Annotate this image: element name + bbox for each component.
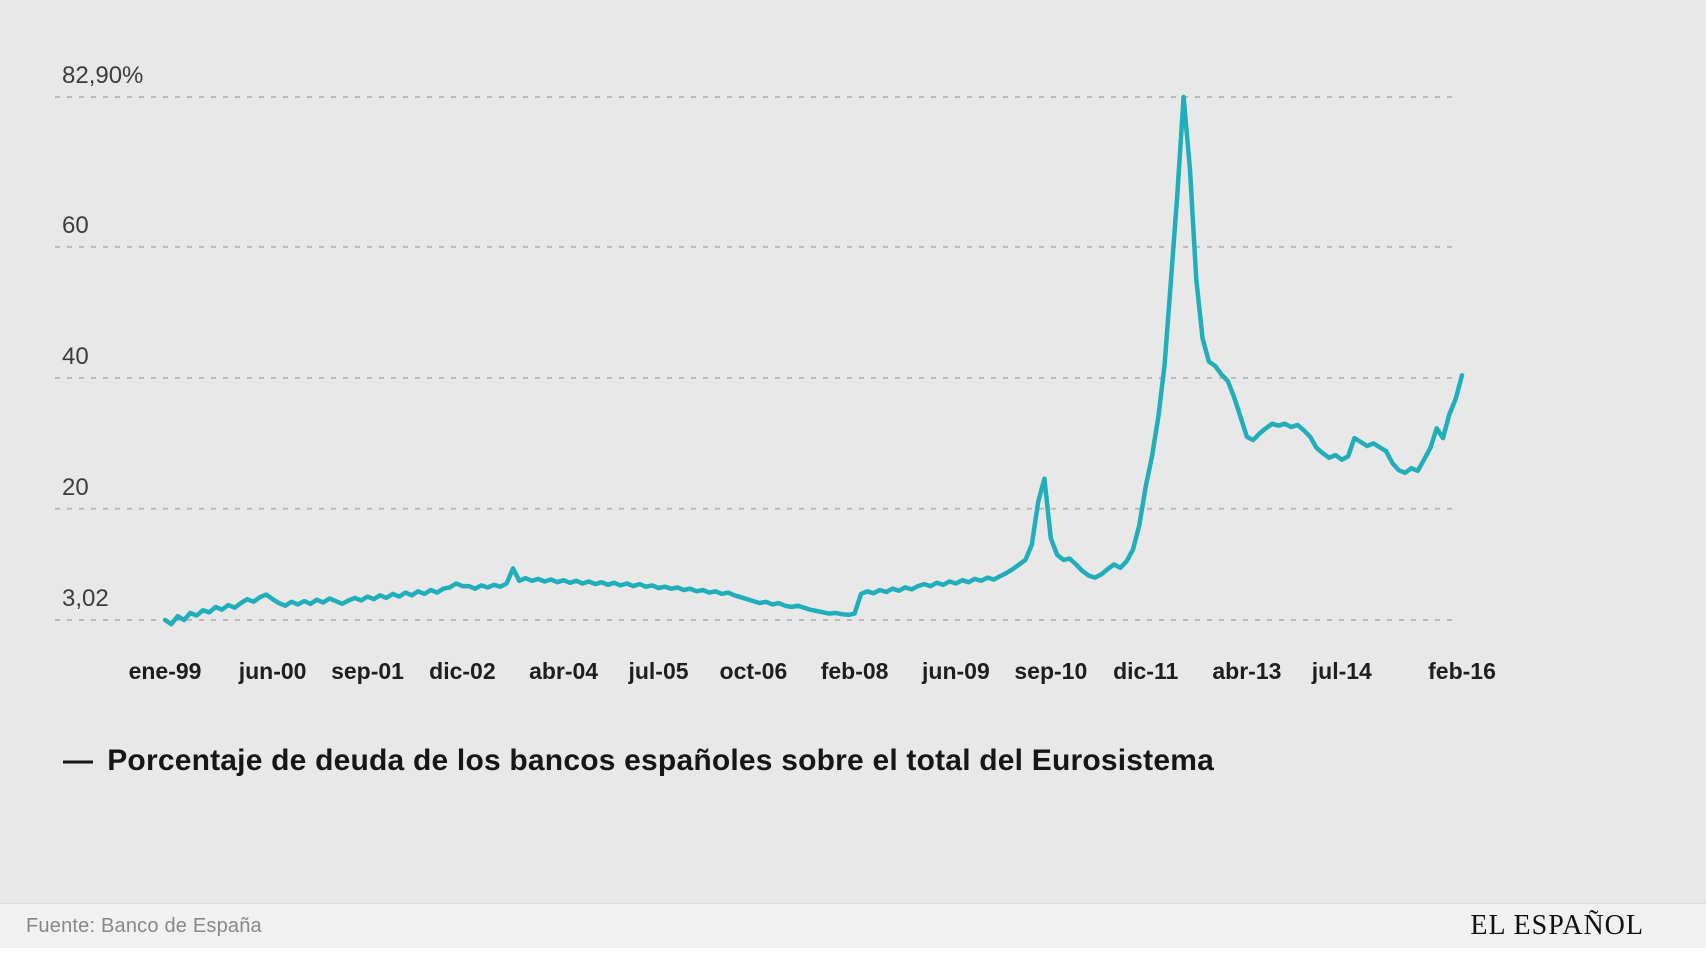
line-chart: 82,90% 60 40 20 3,02 ene-99 jun-00 sep-01 dic-02… (55, 62, 1496, 684)
x-axis-label: ene-99 (129, 658, 202, 684)
x-axis-label: sep-10 (1014, 658, 1087, 684)
x-axis-label: feb-08 (821, 658, 889, 684)
x-axis-label: abr-04 (529, 658, 598, 684)
chart-panel: 82,90% 60 40 20 3,02 ene-99 jun-00 sep-01 dic-02… (0, 0, 1706, 903)
x-axis-label: dic-02 (429, 658, 495, 684)
y-axis-label: 3,02 (62, 585, 109, 612)
legend: — Porcentaje de deuda de los bancos espa… (63, 744, 1214, 778)
brand-logo: EL ESPAÑOL (1470, 910, 1644, 941)
x-axis-label: dic-11 (1113, 658, 1178, 684)
footer: Fuente: Banco de España EL ESPAÑOL (0, 903, 1706, 948)
y-axis-label: 20 (62, 474, 89, 501)
x-axis-label: jul-14 (1311, 658, 1372, 684)
y-axis-label: 82,90% (62, 62, 143, 89)
x-axis-label: jun-00 (238, 658, 307, 684)
y-axis-label: 40 (62, 343, 89, 370)
source-label: Fuente: Banco de España (26, 914, 262, 937)
x-axis-label: abr-13 (1212, 658, 1281, 684)
x-axis-label: feb-16 (1428, 658, 1496, 684)
x-axis-label: jun-09 (921, 658, 990, 684)
x-axis-label: oct-06 (720, 658, 788, 684)
x-axis-label: sep-01 (331, 658, 404, 684)
x-axis-label: jul-05 (627, 658, 688, 684)
legend-label: Porcentaje de deuda de los bancos españo… (107, 744, 1215, 777)
y-axis-label: 60 (62, 212, 89, 239)
data-line (162, 94, 1465, 627)
legend-dash: — (63, 744, 94, 777)
